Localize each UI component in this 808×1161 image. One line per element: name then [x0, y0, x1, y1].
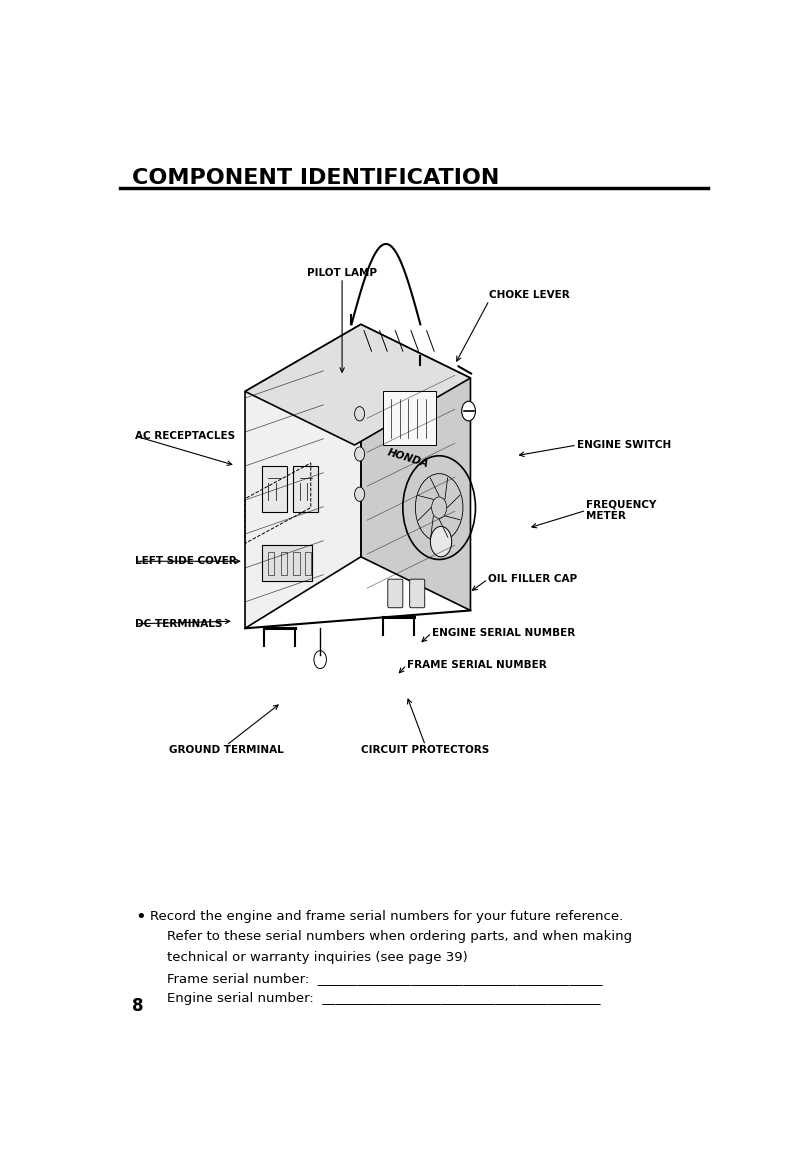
Text: CHOKE LEVER: CHOKE LEVER: [490, 290, 570, 301]
Text: AC RECEPTACLES: AC RECEPTACLES: [136, 431, 236, 441]
Text: ENGINE SWITCH: ENGINE SWITCH: [577, 440, 671, 450]
FancyBboxPatch shape: [388, 579, 403, 607]
Polygon shape: [245, 324, 361, 628]
Text: ENGINE SERIAL NUMBER: ENGINE SERIAL NUMBER: [431, 628, 574, 637]
FancyBboxPatch shape: [262, 466, 287, 512]
FancyBboxPatch shape: [262, 546, 312, 580]
Text: Refer to these serial numbers when ordering parts, and when making: Refer to these serial numbers when order…: [149, 930, 632, 944]
Circle shape: [461, 402, 475, 421]
Text: PILOT LAMP: PILOT LAMP: [307, 268, 377, 277]
Text: GROUND TERMINAL: GROUND TERMINAL: [169, 745, 284, 756]
Circle shape: [355, 406, 364, 421]
Text: OIL FILLER CAP: OIL FILLER CAP: [488, 575, 577, 584]
FancyBboxPatch shape: [293, 466, 318, 512]
Text: FRAME SERIAL NUMBER: FRAME SERIAL NUMBER: [406, 659, 546, 670]
Text: CIRCUIT PROTECTORS: CIRCUIT PROTECTORS: [361, 745, 490, 756]
Text: technical or warranty inquiries (see page 39): technical or warranty inquiries (see pag…: [149, 951, 468, 964]
Text: 8: 8: [133, 997, 144, 1016]
Text: •: •: [136, 908, 146, 926]
FancyBboxPatch shape: [383, 391, 436, 445]
Circle shape: [431, 497, 447, 518]
Polygon shape: [245, 324, 470, 445]
Text: HONDA: HONDA: [386, 447, 430, 469]
Text: DC TERMINALS: DC TERMINALS: [136, 619, 223, 629]
Text: Frame serial number:  ___________________________________________: Frame serial number: ___________________…: [149, 972, 603, 985]
Text: Record the engine and frame serial numbers for your future reference.: Record the engine and frame serial numbe…: [149, 910, 623, 923]
Circle shape: [431, 526, 452, 557]
Text: LEFT SIDE COVER: LEFT SIDE COVER: [136, 556, 238, 567]
Text: COMPONENT IDENTIFICATION: COMPONENT IDENTIFICATION: [133, 168, 499, 188]
Text: Engine serial number:  __________________________________________: Engine serial number: __________________…: [149, 993, 600, 1005]
Polygon shape: [361, 324, 470, 611]
Text: FREQUENCY
METER: FREQUENCY METER: [587, 499, 657, 521]
FancyBboxPatch shape: [410, 579, 425, 607]
Circle shape: [355, 488, 364, 502]
Circle shape: [355, 447, 364, 461]
